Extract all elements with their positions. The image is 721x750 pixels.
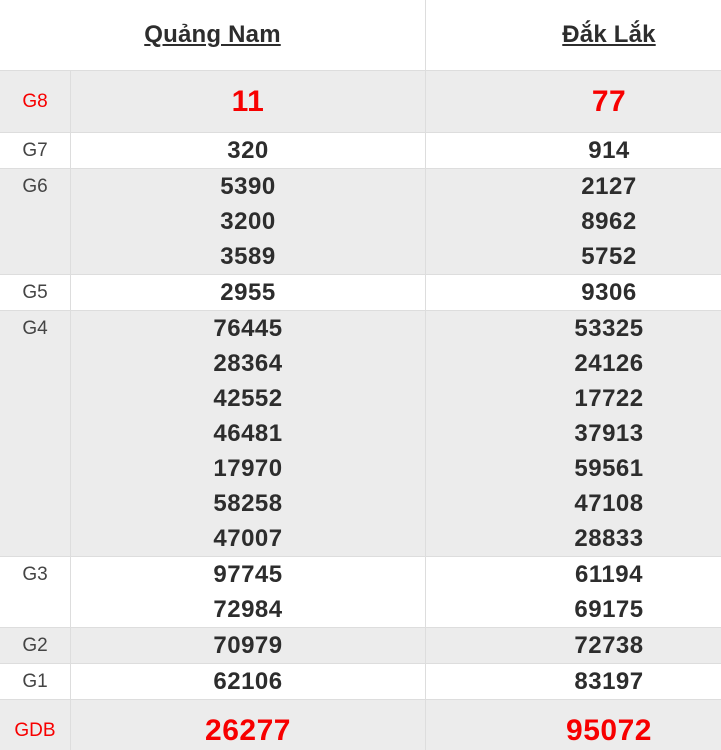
prize-number: 17722 (574, 385, 644, 412)
prize-number: 2955 (220, 279, 276, 306)
prize-label: G4 (0, 311, 71, 556)
prize-label: G7 (0, 133, 71, 168)
prize-number: 76445 (213, 315, 283, 342)
prize-number: 2127 (581, 173, 637, 200)
prize-number: 58258 (213, 490, 283, 517)
dak-lak-numbers-cell: 83197 (426, 664, 721, 699)
prize-row: G1 62106 83197 (0, 663, 721, 699)
prize-row: G5 2955 9306 (0, 274, 721, 310)
prize-number: 61194 (575, 561, 643, 588)
results-table-body: G8 11 77 G7 320 914 G6 5390 3200 3589 2127… (0, 70, 721, 750)
prize-number: 47108 (574, 490, 644, 517)
province-header-cell-dak-lak: Đắk Lắk (426, 0, 721, 70)
quang-nam-numbers-cell: 320 (71, 133, 426, 168)
province-header-row: Quảng Nam Đắk Lắk (0, 0, 721, 70)
dak-lak-numbers-cell: 72738 (426, 628, 721, 663)
prize-number: 53325 (574, 315, 644, 342)
prize-number: 3589 (220, 243, 276, 270)
prize-number: 9306 (581, 279, 637, 306)
prize-number: 17970 (213, 455, 283, 482)
prize-number: 69175 (574, 596, 644, 623)
prize-number: 42552 (213, 385, 283, 412)
prize-number: 47007 (213, 525, 283, 552)
dak-lak-numbers-cell: 53325 24126 17722 37913 59561 47108 28833 (426, 311, 721, 556)
prize-row: G8 11 77 (0, 70, 721, 132)
quang-nam-numbers-cell: 2955 (71, 275, 426, 310)
quang-nam-numbers-cell: 5390 3200 3589 (71, 169, 426, 274)
province-link-dak-lak[interactable]: Đắk Lắk (562, 21, 656, 48)
province-link-quang-nam[interactable]: Quảng Nam (144, 21, 281, 48)
prize-number: 46481 (213, 420, 283, 447)
dak-lak-numbers-cell: 77 (426, 71, 721, 132)
dak-lak-numbers-cell: 95072 (426, 700, 721, 750)
prize-label: G5 (0, 275, 71, 310)
prize-label: G1 (0, 664, 71, 699)
prize-number: 8962 (581, 208, 637, 235)
prize-row: GDB 26277 95072 (0, 699, 721, 750)
prize-number: 97745 (213, 561, 283, 588)
prize-number: 95072 (566, 713, 652, 747)
prize-number: 28364 (213, 350, 283, 377)
prize-number: 70979 (213, 632, 283, 659)
province-header-cell-quang-nam: Quảng Nam (0, 0, 426, 70)
prize-number: 320 (227, 137, 269, 164)
prize-row: G7 320 914 (0, 132, 721, 168)
prize-number: 37913 (574, 420, 644, 447)
prize-number: 24126 (574, 350, 644, 377)
prize-row: G2 70979 72738 (0, 627, 721, 663)
prize-label: G3 (0, 557, 71, 627)
prize-number: 62106 (213, 668, 283, 695)
dak-lak-numbers-cell: 2127 8962 5752 (426, 169, 721, 274)
quang-nam-numbers-cell: 26277 (71, 700, 426, 750)
dak-lak-numbers-cell: 61194 69175 (426, 557, 721, 627)
prize-row: G6 5390 3200 3589 2127 8962 5752 (0, 168, 721, 274)
prize-number: 914 (588, 137, 630, 164)
dak-lak-numbers-cell: 9306 (426, 275, 721, 310)
prize-label: G6 (0, 169, 71, 274)
prize-number: 77 (591, 84, 627, 118)
prize-number: 5390 (220, 173, 276, 200)
prize-number: 83197 (574, 668, 644, 695)
prize-number: 28833 (574, 525, 644, 552)
prize-number: 59561 (574, 455, 644, 482)
quang-nam-numbers-cell: 62106 (71, 664, 426, 699)
dak-lak-numbers-cell: 914 (426, 133, 721, 168)
prize-number: 72984 (213, 596, 283, 623)
prize-label: G8 (0, 71, 71, 132)
quang-nam-numbers-cell: 70979 (71, 628, 426, 663)
prize-row: G4 76445 28364 42552 46481 17970 58258 47007 5… (0, 310, 721, 556)
prize-number: 11 (231, 84, 265, 118)
prize-number: 3200 (220, 208, 276, 235)
quang-nam-numbers-cell: 97745 72984 (71, 557, 426, 627)
prize-number: 5752 (581, 243, 637, 270)
quang-nam-numbers-cell: 76445 28364 42552 46481 17970 58258 47007 (71, 311, 426, 556)
prize-label: GDB (0, 700, 71, 750)
prize-number: 72738 (574, 632, 644, 659)
prize-number: 26277 (205, 713, 291, 747)
quang-nam-numbers-cell: 11 (71, 71, 426, 132)
prize-label: G2 (0, 628, 71, 663)
prize-row: G3 97745 72984 61194 69175 (0, 556, 721, 627)
